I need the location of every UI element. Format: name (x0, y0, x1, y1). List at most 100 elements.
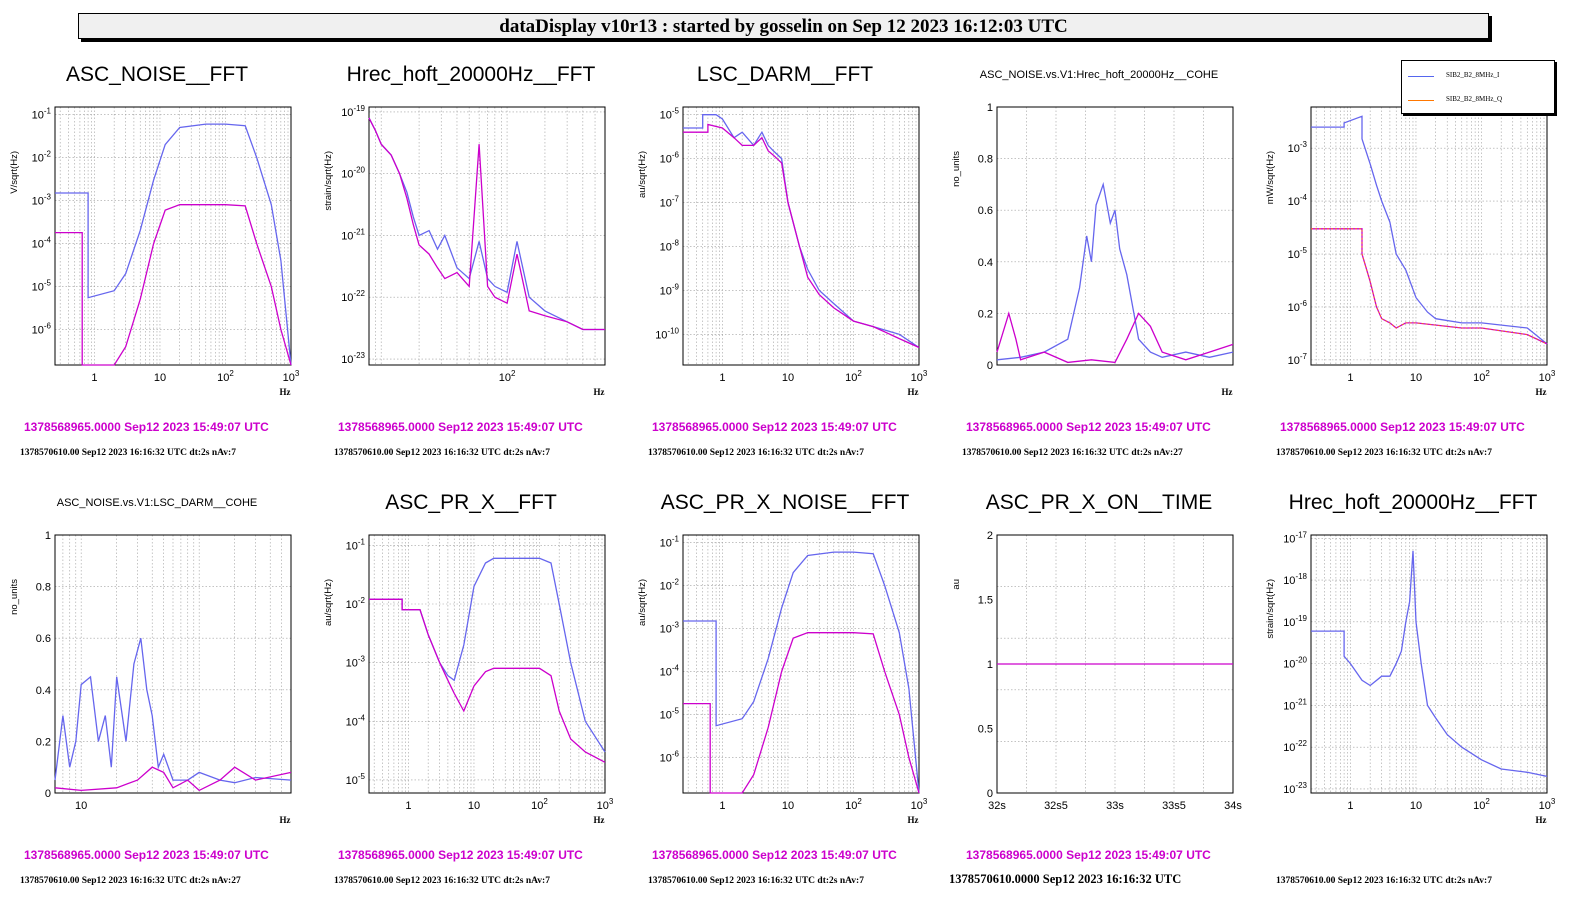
y-tick-label: 10-22 (341, 289, 365, 304)
grid (55, 107, 292, 365)
y-axis-label: V/sqrt(Hz) (9, 151, 20, 194)
y-tick-label: 10-21 (1283, 697, 1307, 712)
x-tick-label: 10 (1410, 372, 1422, 384)
grid (54, 535, 292, 793)
x-unit-label: Hz (1222, 387, 1233, 397)
frame-time: 1378570610.00 Sep12 2023 16:16:32 UTC dt… (648, 876, 864, 886)
plot-canvas: 10-1 10-2 10-3 10-4 10-5 10-6 1 10 102 103 au/sqrt… (637, 534, 928, 825)
gps-time: 1378568965.0000 Sep12 2023 15:49:07 UTC (1280, 420, 1525, 434)
series-line (369, 598, 606, 763)
plot-frame (54, 534, 292, 794)
y-axis-label: au/sqrt(Hz) (637, 151, 648, 198)
x-tick-label: 10 (154, 372, 166, 384)
series-line (55, 204, 292, 366)
plot-panel: ASC_NOISE.vs.V1:LSC_DARM__COHE 0 0.2 0.4 0.6… (0, 483, 314, 911)
x-tick-label: 33s (1106, 800, 1124, 812)
legend-line (1408, 76, 1434, 77)
y-tick-label: 10-8 (660, 238, 680, 253)
y-tick-label: 10-19 (341, 104, 365, 119)
y-tick-label: 0.4 (978, 257, 993, 269)
y-axis-label: mW/sqrt(Hz) (1265, 151, 1276, 204)
y-tick-label: 10-6 (1288, 299, 1308, 314)
y-tick-label: 10-10 (655, 326, 679, 341)
grid (369, 535, 606, 793)
legend-label: SIB2_B2_8MHz_I (1446, 71, 1500, 79)
gps-time: 1378568965.0000 Sep12 2023 15:49:07 UTC (652, 420, 897, 434)
grid (997, 535, 1233, 793)
x-tick-label: 10 (782, 372, 794, 384)
y-tick-label: 0.4 (36, 685, 51, 697)
plot-frame (1310, 534, 1548, 794)
x-tick-label: 1 (91, 372, 97, 384)
x-tick-label: 34s (1224, 800, 1242, 812)
x-tick-label: 103 (283, 369, 300, 384)
plot-canvas: 10-5 10-6 10-7 10-8 10-9 10-10 1 10 102 103 au/sqr… (637, 106, 928, 397)
plot-title: ASC_NOISE.vs.V1:LSC_DARM__COHE (56, 497, 258, 509)
frame-time: 1378570610.00 Sep12 2023 16:16:32 UTC dt… (962, 448, 1183, 458)
y-tick-label: 0.2 (978, 308, 993, 320)
series-line (54, 766, 292, 792)
x-tick-label: 32s (988, 800, 1006, 812)
y-tick-label: 10-4 (32, 236, 52, 251)
gps-time: 1378568965.0000 Sep12 2023 15:49:07 UTC (338, 848, 583, 862)
gps-time: 1378568965.0000 Sep12 2023 15:49:07 UTC (338, 420, 583, 434)
y-tick-label: 0.5 (978, 724, 993, 736)
plot-panel: Hrec_hoft_20000Hz__FFT 10-17 10-18 10-19 10-… (1256, 483, 1570, 911)
x-tick-label: 102 (845, 797, 862, 812)
gps-time: 1378568965.0000 Sep12 2023 15:49:07 UTC (24, 848, 269, 862)
x-tick-label: 102 (217, 369, 234, 384)
y-tick-label: 10-1 (32, 107, 52, 122)
y-tick-label: 10-17 (1283, 530, 1307, 545)
y-tick-label: 0 (987, 360, 993, 372)
x-unit-label: Hz (1536, 815, 1547, 825)
plot-title: ASC_NOISE.vs.V1:Hrec_hoft_20000Hz__COHE (979, 69, 1219, 81)
gps-time: 1378568965.0000 Sep12 2023 15:49:07 UTC (652, 848, 897, 862)
series-line (996, 311, 1234, 364)
x-tick-label: 1 (405, 800, 411, 812)
series-line (996, 181, 1234, 361)
plot-panel: Hrec_hoft_20000Hz__FFT 10-19 10-20 10-21 10-… (314, 55, 628, 483)
x-unit-label: Hz (908, 815, 919, 825)
y-tick-label: 10-4 (346, 713, 366, 728)
x-tick-label: 1 (719, 800, 725, 812)
plot-panel: ASC_PR_X_NOISE__FFT 10-1 10-2 10-3 10-4 10-5 1… (628, 483, 942, 911)
x-unit-label: Hz (280, 815, 291, 825)
plot-canvas: 0 0.5 1 1.5 2 32s 32s5 33s 33s5 34s au (951, 530, 1242, 812)
y-tick-label: 10-4 (660, 664, 680, 679)
legend: SIB2_B2_8MHz_I SIB2_B2_8MHz_Q (1401, 60, 1555, 114)
header-title: dataDisplay v10r13 : started by gosselin… (78, 13, 1489, 39)
y-tick-label: 10-9 (660, 282, 680, 297)
plot-title: Hrec_hoft_20000Hz__FFT (346, 63, 596, 86)
x-tick-label: 10 (468, 800, 480, 812)
series-line (683, 551, 920, 794)
y-tick-label: 0.6 (978, 205, 993, 217)
series-line (55, 123, 292, 366)
x-tick-label: 103 (911, 369, 928, 384)
x-tick-label: 10 (1410, 800, 1422, 812)
plot-frame (368, 534, 606, 794)
x-tick-label: 33s5 (1162, 800, 1186, 812)
x-tick-label: 102 (1473, 369, 1490, 384)
frame-time: 1378570610.00 Sep12 2023 16:16:32 UTC dt… (20, 876, 241, 886)
plot-canvas: 10-1 10-2 10-3 10-4 10-5 1 10 102 103 au/sqrt(Hz)… (323, 534, 614, 825)
gps-time: 1378568965.0000 Sep12 2023 15:49:07 UTC (966, 848, 1211, 862)
y-tick-label: 10-3 (660, 621, 680, 636)
plot-frame (54, 106, 292, 366)
y-tick-label: 1 (987, 659, 993, 671)
x-tick-label: 103 (1539, 797, 1556, 812)
y-axis-label: au/sqrt(Hz) (323, 579, 334, 626)
plot-title: LSC_DARM__FFT (696, 63, 874, 86)
gps-time: 1378568965.0000 Sep12 2023 15:49:07 UTC (24, 420, 269, 434)
plot-canvas: 0 0.2 0.4 0.6 0.8 1 10 no_units Hz (9, 530, 292, 825)
plot-frame (368, 106, 606, 366)
y-tick-label: 10-19 (1283, 614, 1307, 629)
legend-line (1408, 100, 1434, 101)
x-tick-label: 10 (75, 800, 87, 812)
plot-panel: ASC_PR_X_ON__TIME 0 0.5 1 1.5 2 32s 32s5 33s 33s5… (942, 483, 1256, 911)
y-tick-label: 10-1 (660, 535, 680, 550)
grid (1311, 107, 1548, 365)
plot-frame (682, 106, 920, 366)
x-unit-label: Hz (280, 387, 291, 397)
series-line (1311, 550, 1548, 778)
y-tick-label: 0.8 (978, 154, 993, 166)
